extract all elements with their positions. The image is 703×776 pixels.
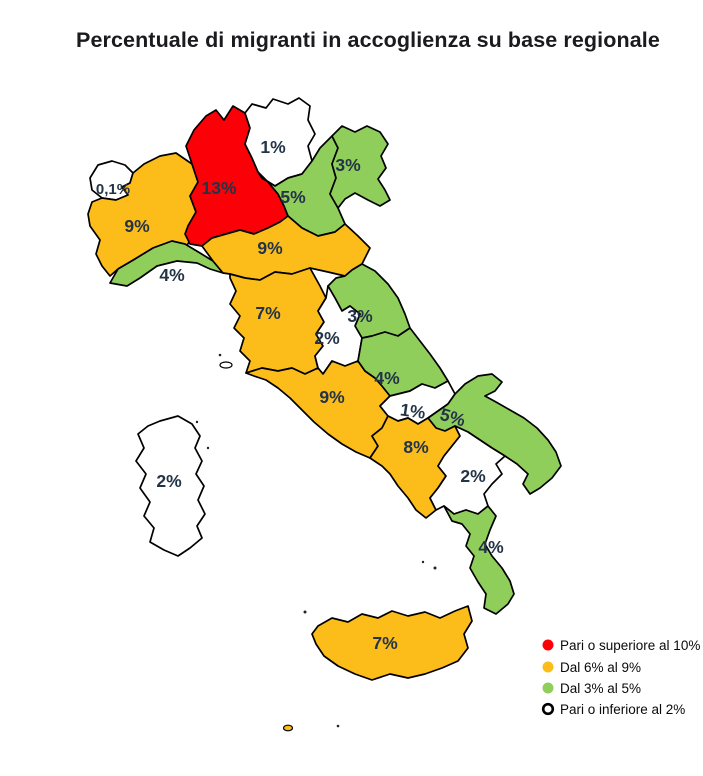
region-calabria — [443, 505, 515, 615]
region-label-sicilia: 7% — [372, 633, 398, 653]
italy-map: 0,1% 9% 13% 1% 5% 3% 4% 9% 7% 3% 2% 9% 4… — [87, 97, 700, 732]
region-label-umbria: 2% — [314, 328, 340, 348]
region-label-molise: 1% — [399, 399, 427, 422]
island-pantelleria — [282, 724, 294, 732]
region-label-marche: 3% — [347, 306, 373, 326]
island-dot — [303, 610, 307, 614]
island-dot — [206, 446, 210, 450]
region-label-piemonte: 9% — [124, 216, 150, 236]
region-label-veneto: 5% — [280, 187, 306, 207]
island-dot — [218, 353, 222, 357]
region-lazio — [245, 360, 391, 459]
chart-title: Percentuale di migranti in accoglienza s… — [76, 28, 660, 52]
region-label-liguria: 4% — [159, 265, 185, 285]
legend-label: Pari o superiore al 10% — [560, 638, 700, 653]
region-label-basilicata: 2% — [460, 466, 486, 486]
region-label-lazio: 9% — [319, 387, 345, 407]
region-label-friuli: 3% — [335, 155, 361, 175]
region-label-campania: 8% — [403, 437, 429, 457]
legend-item: Dal 6% al 9% — [542, 660, 641, 675]
legend-label: Dal 6% al 9% — [560, 660, 641, 675]
legend-swatch-orange — [542, 661, 554, 673]
region-label-lombardia: 13% — [201, 178, 236, 198]
region-label-sardegna: 2% — [156, 471, 182, 491]
legend-label: Dal 3% al 5% — [560, 681, 641, 696]
region-label-trentino: 1% — [260, 137, 286, 157]
legend-item: Dal 3% al 5% — [542, 681, 641, 696]
legend-item: Pari o inferiore al 2% — [541, 702, 685, 717]
island-dot — [195, 420, 199, 424]
region-label-toscana: 7% — [255, 303, 281, 323]
region-label-valle-daosta: 0,1% — [96, 181, 130, 198]
region-friuli-venezia-giulia — [329, 125, 391, 209]
legend-swatch-green — [542, 682, 554, 694]
region-sicilia — [311, 605, 473, 681]
region-label-calabria: 4% — [478, 537, 504, 557]
legend-label: Pari o inferiore al 2% — [560, 702, 685, 717]
region-sardegna — [135, 415, 206, 557]
island-dot — [336, 724, 340, 728]
island-dot — [421, 560, 425, 564]
region-label-abruzzo: 4% — [374, 368, 400, 388]
legend-swatch-red — [542, 639, 554, 651]
legend: Pari o superiore al 10% Dal 6% al 9% Dal… — [541, 638, 700, 717]
region-trentino-alto-adige — [244, 97, 316, 187]
region-label-emilia-romagna: 9% — [257, 238, 283, 258]
island-elba — [219, 361, 233, 369]
choropleth-figure: Percentuale di migranti in accoglienza s… — [40, 16, 703, 760]
island-dot — [433, 566, 437, 570]
legend-swatch-white-outline — [541, 702, 555, 716]
legend-item: Pari o superiore al 10% — [542, 638, 700, 653]
